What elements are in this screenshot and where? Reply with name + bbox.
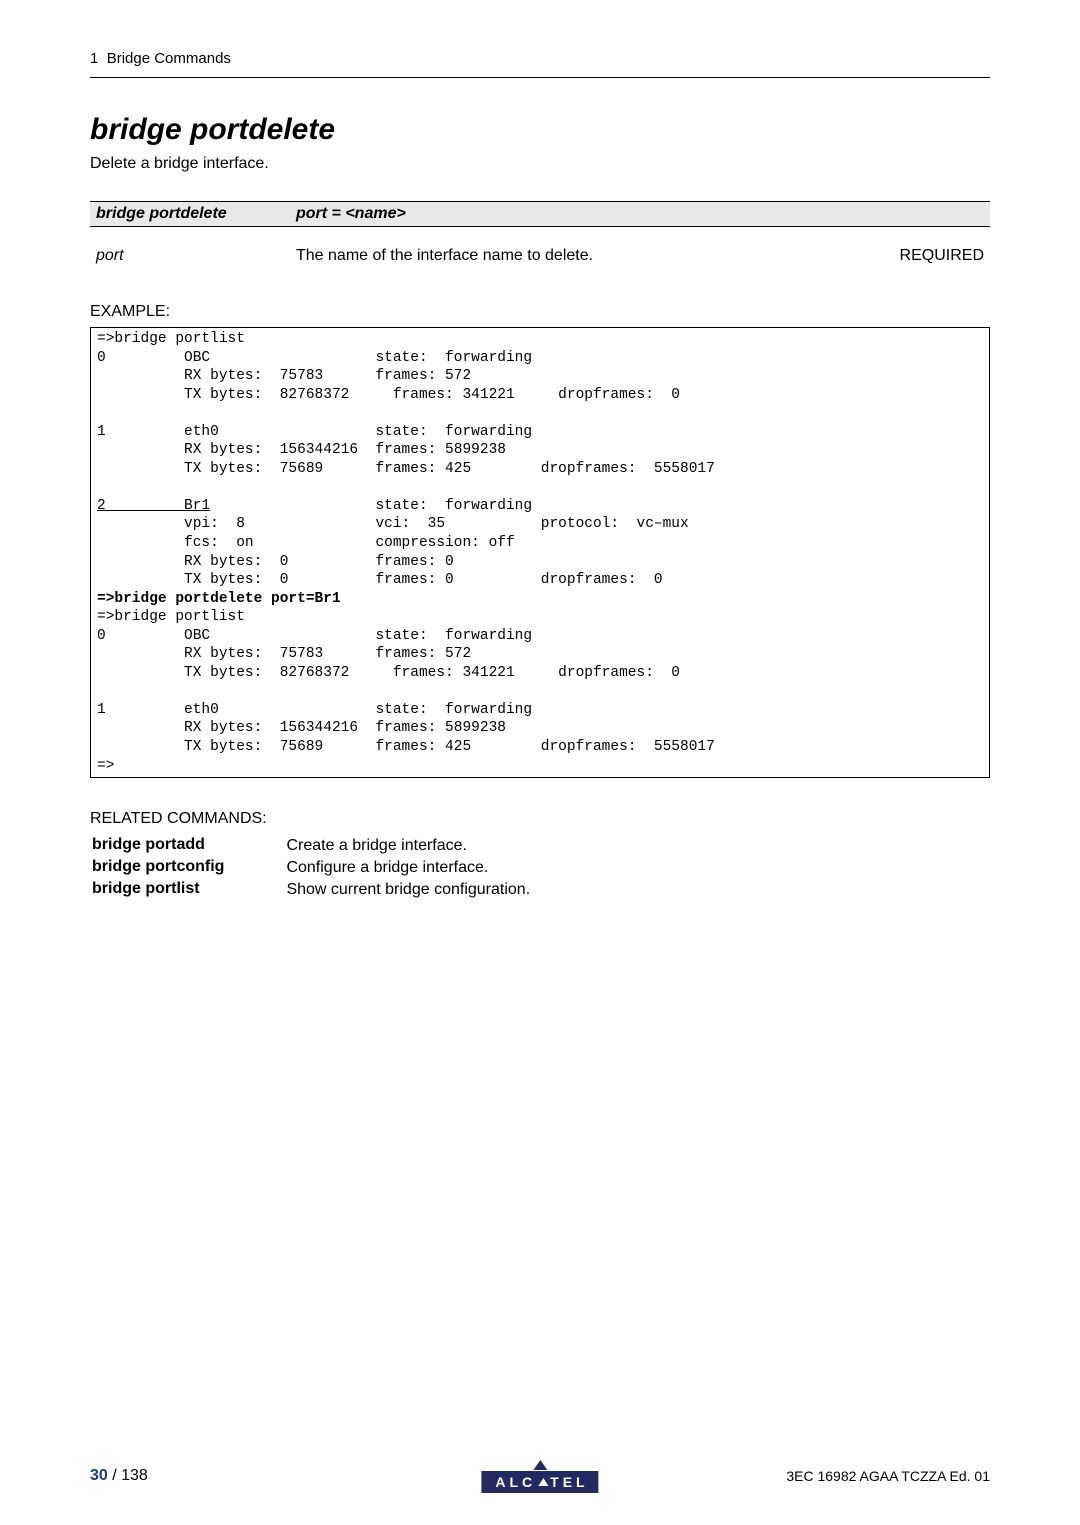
logo-text-right: TEL (550, 1474, 588, 1490)
related-desc: Show current bridge configuration. (286, 880, 530, 900)
syntax-args: port = <name> (296, 205, 406, 223)
related-row: bridge portlist Show current bridge conf… (92, 880, 530, 900)
section-title: Bridge Commands (107, 50, 231, 67)
related-table: bridge portadd Create a bridge interface… (90, 834, 532, 902)
page-header: 1 Bridge Commands (90, 50, 990, 78)
alcatel-logo: ALC TEL (481, 1460, 598, 1493)
document-id: 3EC 16982 AGAA TCZZA Ed. 01 (786, 1468, 990, 1484)
param-name: port (96, 247, 296, 265)
syntax-bar: bridge portdelete port = <name> (90, 201, 990, 227)
related-row: bridge portconfig Configure a bridge int… (92, 858, 530, 878)
related-row: bridge portadd Create a bridge interface… (92, 836, 530, 856)
related-cmd: bridge portadd (92, 836, 284, 856)
page-current: 30 (90, 1467, 108, 1484)
example-label: EXAMPLE: (90, 303, 990, 321)
command-title: bridge portdelete (90, 113, 990, 147)
param-required: REQUIRED (874, 247, 984, 265)
param-description: The name of the interface name to delete… (296, 247, 874, 265)
parameter-row: port The name of the interface name to d… (90, 247, 990, 265)
logo-triangle-icon (533, 1460, 547, 1470)
related-desc: Configure a bridge interface. (286, 858, 530, 878)
syntax-command: bridge portdelete (96, 205, 296, 223)
related-desc: Create a bridge interface. (286, 836, 530, 856)
example-code: =>bridge portlist0 OBC state: forwarding… (90, 327, 990, 778)
related-label: RELATED COMMANDS: (90, 810, 990, 828)
related-cmd: bridge portconfig (92, 858, 284, 878)
logo-bar: ALC TEL (481, 1471, 598, 1493)
section-number: 1 (90, 50, 98, 67)
command-description: Delete a bridge interface. (90, 155, 990, 173)
page-footer: 30 / 138 ALCTEL 3EC 16982 AGAA TCZZA Ed.… (90, 1467, 990, 1485)
logo-inner-triangle-icon (538, 1478, 548, 1486)
page-number: 30 / 138 (90, 1467, 148, 1485)
logo-text-left: ALC (495, 1474, 536, 1490)
page-total: / 138 (108, 1467, 148, 1484)
related-cmd: bridge portlist (92, 880, 284, 900)
